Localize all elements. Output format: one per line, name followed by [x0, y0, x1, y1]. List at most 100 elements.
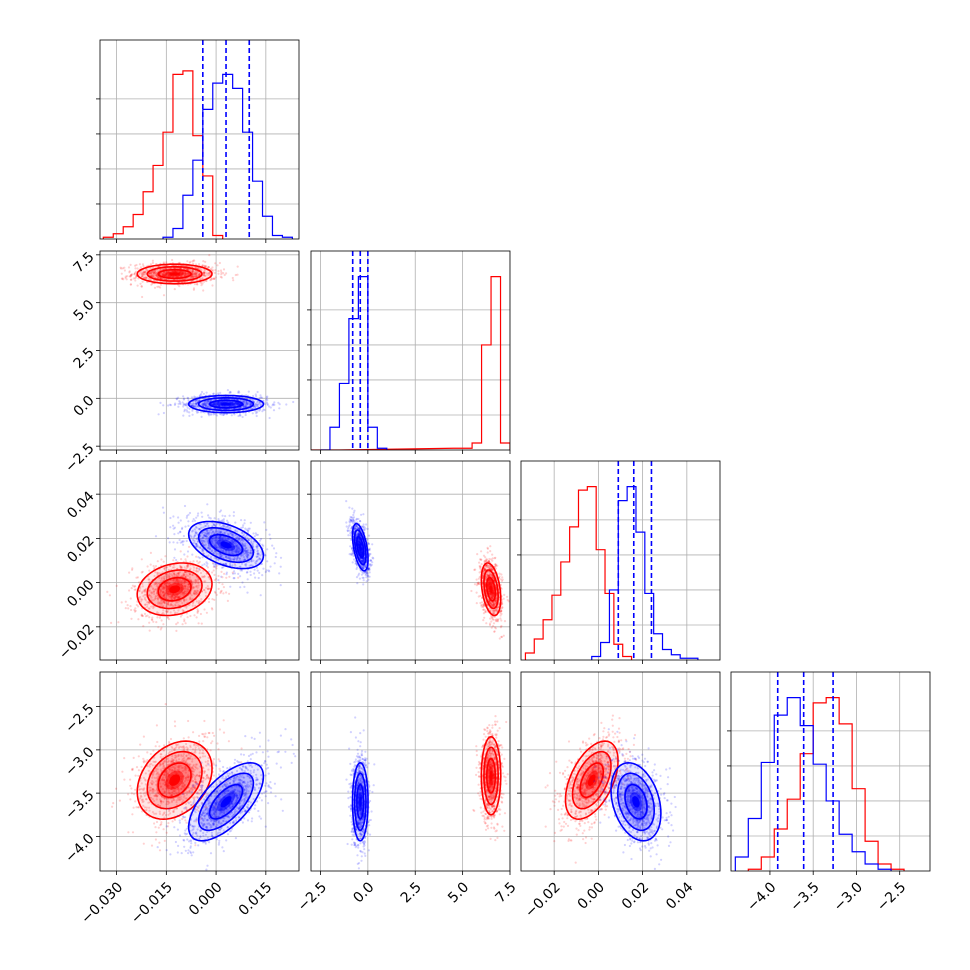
- scatter-point: [246, 529, 249, 533]
- scatter-point: [239, 403, 242, 406]
- scatter-point: [255, 412, 258, 415]
- scatter-point: [144, 603, 147, 606]
- scatter-point: [219, 531, 222, 534]
- scatter-point: [219, 413, 222, 416]
- scatter-point: [206, 536, 209, 539]
- scatter-point: [220, 271, 223, 274]
- scatter-point: [166, 580, 169, 584]
- scatter-point: [236, 535, 239, 539]
- scatter-point: [186, 410, 189, 413]
- scatter-point: [153, 574, 156, 578]
- scatter-point: [263, 521, 266, 524]
- scatter-point: [195, 616, 198, 619]
- scatter-point: [151, 282, 154, 285]
- scatter-point: [163, 274, 166, 277]
- scatter-point: [129, 283, 133, 286]
- scatter-point: [135, 275, 138, 278]
- red-histogram: [524, 486, 633, 660]
- scatter-point: [165, 576, 168, 580]
- scatter-point: [207, 399, 210, 402]
- scatter-point: [220, 589, 223, 593]
- scatter-point: [264, 570, 267, 574]
- scatter-point: [194, 592, 198, 595]
- scatter-point: [152, 271, 155, 274]
- scatter-point: [172, 572, 176, 575]
- scatter-point: [193, 528, 196, 531]
- scatter-point: [166, 616, 169, 619]
- scatter-point: [198, 560, 201, 564]
- scatter-point: [237, 572, 240, 576]
- scatter-point: [162, 623, 165, 626]
- scatter-point: [217, 272, 220, 275]
- scatter-point: [218, 537, 221, 540]
- scatter-point: [213, 523, 216, 527]
- scatter-point: [192, 402, 195, 405]
- scatter-point: [141, 570, 144, 573]
- scatter-point: [106, 590, 109, 594]
- scatter-point: [191, 582, 194, 585]
- scatter-point: [228, 514, 231, 517]
- scatter-point: [232, 535, 235, 538]
- scatter-point: [240, 555, 243, 558]
- scatter-point: [167, 582, 170, 585]
- scatter-point: [214, 403, 217, 406]
- scatter-point: [164, 586, 167, 590]
- scatter-point: [162, 604, 165, 608]
- scatter-point: [147, 600, 150, 603]
- scatter-point: [150, 585, 153, 588]
- scatter-point: [195, 569, 198, 572]
- scatter-point: [138, 581, 141, 584]
- scatter-point: [162, 273, 165, 277]
- scatter-point: [186, 514, 189, 518]
- scatter-point: [154, 271, 157, 274]
- ticks: [307, 309, 511, 454]
- scatter-point: [190, 275, 193, 278]
- scatter-point: [115, 584, 118, 588]
- scatter-point: [180, 579, 183, 583]
- scatter-point: [256, 403, 259, 406]
- scatter-point: [213, 403, 216, 406]
- scatter-point: [133, 271, 137, 274]
- scatter-point: [181, 601, 184, 605]
- scatter-point: [157, 601, 160, 604]
- scatter-point: [200, 281, 203, 284]
- scatter-point: [478, 575, 481, 579]
- scatter-point: [222, 566, 225, 569]
- diag-panel-2: [517, 460, 721, 664]
- scatter-point: [221, 514, 224, 517]
- scatter-point: [207, 412, 210, 415]
- scatter-point: [249, 403, 252, 406]
- scatter-point: [163, 272, 167, 275]
- scatter-point: [131, 584, 134, 587]
- scatter-point: [240, 526, 243, 530]
- scatter-point: [232, 572, 235, 575]
- scatter-point: [133, 610, 137, 613]
- scatter-point: [488, 557, 491, 561]
- scatter-point: [144, 276, 147, 279]
- scatter-point: [175, 580, 178, 583]
- scatter-point: [226, 525, 229, 529]
- scatter-point: [153, 272, 156, 275]
- scatter-point: [140, 285, 143, 288]
- scatter-point: [212, 402, 215, 405]
- scatter-point: [168, 576, 171, 579]
- scatter-point: [183, 618, 186, 621]
- scatter-point: [148, 602, 151, 605]
- scatter-point: [177, 596, 180, 599]
- scatter-point: [191, 404, 194, 407]
- scatter-point: [228, 575, 231, 578]
- scatter-point: [173, 533, 176, 536]
- scatter-point: [180, 270, 183, 273]
- scatter-point: [174, 603, 177, 606]
- scatter-point: [163, 594, 166, 597]
- scatter-point: [209, 267, 213, 270]
- scatter-point: [191, 274, 194, 277]
- scatter-point: [164, 555, 167, 558]
- scatter-point: [366, 527, 369, 531]
- scatter-point: [246, 571, 249, 574]
- scatter-point: [141, 271, 144, 274]
- scatter-point: [183, 590, 186, 593]
- scatter-point: [256, 550, 259, 553]
- scatter-point: [183, 585, 186, 588]
- scatter-point: [245, 554, 248, 557]
